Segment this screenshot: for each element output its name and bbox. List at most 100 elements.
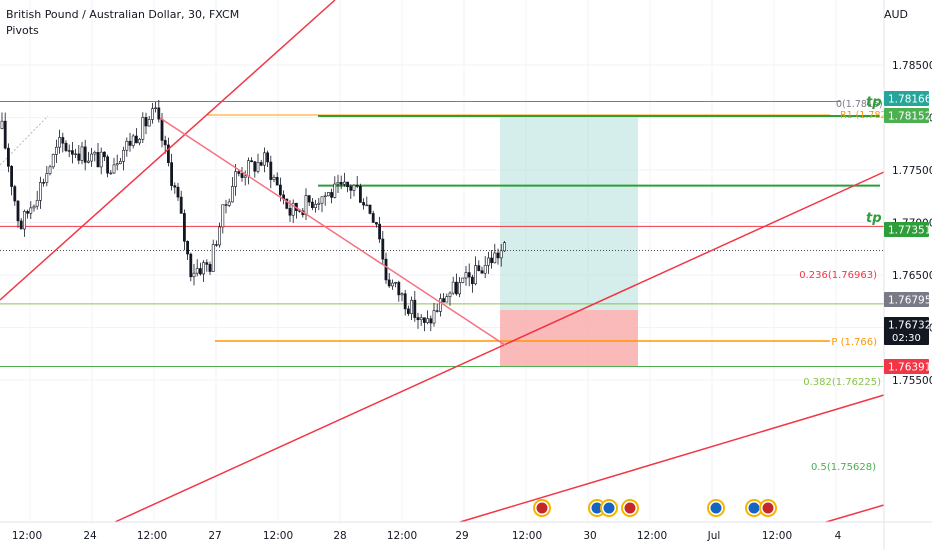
candle — [467, 272, 471, 278]
fib-anchor-line — [0, 115, 49, 166]
candle — [371, 213, 375, 223]
candle — [451, 281, 455, 294]
candle — [480, 270, 484, 274]
time-tick-label: 12:00 — [637, 530, 667, 542]
candle — [19, 220, 23, 230]
level-label: 0(1.7815) — [836, 99, 883, 110]
candle — [122, 149, 126, 162]
level-label: R1 (1.782) — [840, 110, 890, 121]
candle — [410, 299, 414, 314]
candle — [45, 173, 49, 183]
candle — [426, 318, 430, 323]
indicator-label[interactable]: Pivots — [6, 24, 39, 37]
candle — [202, 262, 206, 275]
candle — [406, 308, 410, 314]
candle — [250, 160, 254, 163]
candle — [339, 181, 343, 185]
candle — [493, 252, 497, 264]
candle — [448, 292, 452, 297]
trendline-lower[interactable] — [825, 504, 885, 523]
candle — [48, 166, 52, 174]
time-tick-label: 12:00 — [762, 530, 792, 542]
candle — [109, 172, 113, 175]
take-profit-zone[interactable] — [500, 116, 638, 310]
price-tick-label: 1.76500 — [892, 270, 932, 282]
price-tag[interactable] — [884, 222, 929, 237]
candle — [307, 195, 311, 203]
candle — [342, 181, 346, 185]
candle — [199, 268, 202, 275]
candle — [285, 198, 289, 209]
candle — [135, 135, 138, 144]
candle — [387, 279, 391, 287]
time-tick-label: 12:00 — [512, 530, 542, 542]
candle — [333, 183, 337, 198]
candle — [378, 223, 382, 240]
candle — [7, 147, 10, 167]
price-tag[interactable] — [884, 359, 929, 374]
candle — [438, 298, 442, 312]
candle — [374, 222, 378, 225]
trendline-channel-bottom[interactable] — [459, 394, 885, 523]
trendline-support-1[interactable] — [0, 0, 336, 301]
time-tick-label: 27 — [208, 530, 221, 542]
candle — [64, 142, 68, 151]
candle — [483, 265, 487, 274]
candle — [93, 152, 97, 155]
symbol-title: British Pound / Australian Dollar, 30, F… — [6, 8, 240, 21]
price-tag[interactable] — [884, 91, 929, 106]
candle — [291, 202, 295, 216]
candle — [144, 117, 148, 127]
candle — [400, 293, 404, 296]
price-tag[interactable] — [884, 292, 929, 307]
candle — [227, 201, 231, 206]
level-label: 0.382(1.76225) — [803, 377, 881, 388]
candle — [189, 253, 193, 278]
tp-label: tp — [866, 95, 882, 110]
stop-loss-zone[interactable] — [500, 310, 638, 367]
candle — [208, 264, 212, 272]
trendline-resistance[interactable] — [159, 117, 506, 346]
candle — [163, 140, 167, 146]
candle — [429, 318, 433, 324]
candle — [38, 182, 42, 201]
price-tick-label: 1.75500 — [892, 375, 932, 387]
countdown-label: 02:30 — [892, 333, 921, 344]
price-tag[interactable] — [884, 108, 929, 123]
candle — [336, 181, 340, 185]
event-flag-fill — [536, 502, 548, 514]
candle — [71, 150, 74, 155]
candle — [22, 211, 26, 230]
time-tick-label: 12:00 — [387, 530, 417, 542]
candle — [320, 196, 324, 204]
event-flag-fill — [624, 502, 636, 514]
candle — [310, 201, 314, 208]
candle — [470, 276, 474, 285]
level-label: 0.236(1.76963) — [799, 270, 877, 281]
candle — [151, 108, 154, 120]
candle — [74, 153, 78, 155]
candle — [106, 156, 110, 174]
time-tick-label: 12:00 — [263, 530, 293, 542]
candle — [381, 238, 385, 260]
candle — [259, 162, 263, 166]
candle — [58, 137, 62, 148]
level-label: P (1.766) — [831, 337, 877, 348]
candle — [176, 186, 180, 198]
trendline-channel-top[interactable] — [114, 171, 885, 523]
candle — [384, 258, 388, 281]
candle — [90, 153, 94, 162]
candle — [358, 185, 362, 203]
candle — [125, 140, 129, 151]
candle — [211, 244, 215, 272]
time-tick-label: 28 — [333, 530, 346, 542]
price-tick-label: 1.78500 — [892, 60, 932, 72]
candle — [35, 200, 39, 207]
candle — [131, 135, 135, 146]
price-tag[interactable] — [884, 317, 929, 345]
candle — [349, 186, 353, 191]
candle — [112, 164, 116, 174]
candle — [237, 171, 241, 174]
